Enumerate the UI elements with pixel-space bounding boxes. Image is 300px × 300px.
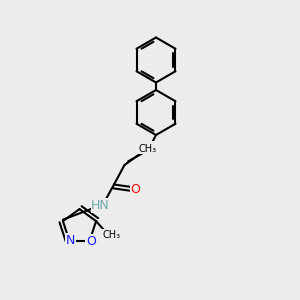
Text: HN: HN xyxy=(91,199,110,212)
Text: O: O xyxy=(131,183,140,196)
Text: CH₃: CH₃ xyxy=(103,230,121,240)
Text: N: N xyxy=(66,234,76,247)
Text: O: O xyxy=(144,142,153,155)
Text: O: O xyxy=(86,235,96,248)
Text: CH₃: CH₃ xyxy=(139,143,157,154)
